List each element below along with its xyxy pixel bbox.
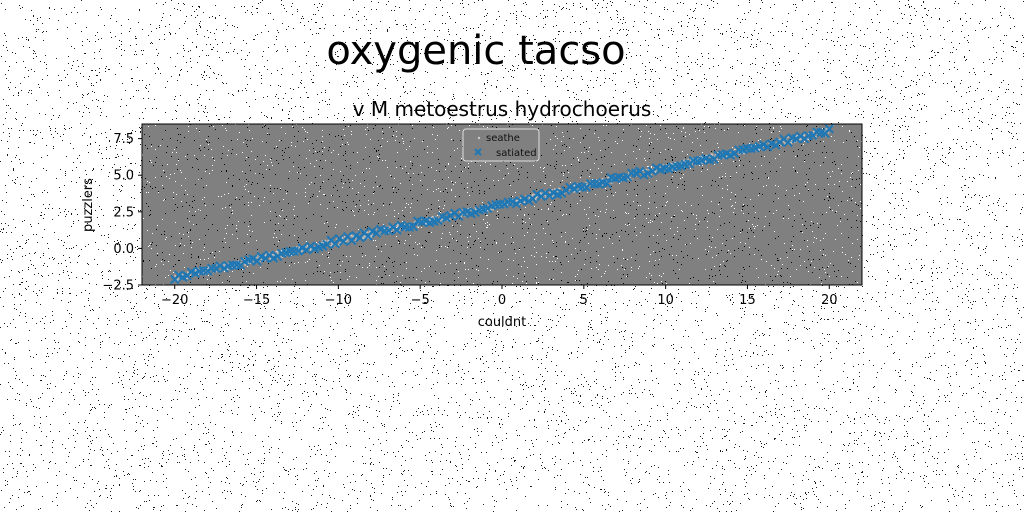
point-seathe xyxy=(799,138,801,141)
point-seathe xyxy=(573,185,576,187)
figure-suptitle: oxygenic tacso xyxy=(326,28,625,74)
plot-area-noise xyxy=(142,124,862,285)
point-seathe xyxy=(691,163,694,165)
point-seathe xyxy=(549,191,551,194)
point-seathe xyxy=(683,159,685,161)
y-tick-label: −2.5 xyxy=(102,279,134,294)
y-tick-label: 5.0 xyxy=(113,169,134,184)
x-tick-label: 10 xyxy=(657,293,674,308)
point-seathe xyxy=(716,158,719,160)
point-satiated xyxy=(408,221,419,232)
point-seathe xyxy=(743,152,745,155)
point-seathe xyxy=(486,210,489,212)
y-tick-label: 2.5 xyxy=(113,205,134,220)
point-satiated xyxy=(824,124,834,134)
point-seathe xyxy=(275,250,278,253)
legend-label-satiated: satiated xyxy=(496,148,537,159)
y-tick-label: 7.5 xyxy=(113,132,134,147)
point-seathe xyxy=(532,193,534,196)
point-seathe xyxy=(215,270,218,273)
y-axis: −2.5 0.0 2.5 5.0 7.5 xyxy=(102,132,142,294)
x-tick-label: 0 xyxy=(498,293,506,308)
point-seathe xyxy=(177,277,179,280)
point-seathe xyxy=(371,234,373,236)
point-seathe xyxy=(734,148,736,151)
point-seathe xyxy=(520,197,522,199)
point-seathe xyxy=(255,257,258,259)
point-seathe xyxy=(711,153,713,155)
x-tick-label: −5 xyxy=(411,293,430,308)
point-satiated xyxy=(602,178,612,189)
legend-box xyxy=(462,128,540,162)
point-seathe xyxy=(784,142,786,144)
point-seathe xyxy=(343,235,346,238)
point-seathe xyxy=(827,132,830,134)
x-axis: −20 −15 −10 −5 0 5 10 15 20 xyxy=(161,285,838,308)
point-seathe xyxy=(301,250,303,253)
point-seathe xyxy=(553,188,556,190)
point-seathe xyxy=(601,177,604,180)
point-seathe xyxy=(515,200,518,202)
legend-marker-satiated xyxy=(474,148,482,156)
x-tick-label: −10 xyxy=(325,293,352,308)
point-seathe xyxy=(449,218,451,220)
point-seathe xyxy=(782,140,785,143)
point-seathe xyxy=(431,215,434,218)
legend: seathe satiated xyxy=(462,128,540,162)
point-seathe xyxy=(790,141,792,143)
chart-title: v M metoestrus hydrochoerus xyxy=(353,97,652,121)
x-axis-label: couldnt xyxy=(478,315,527,330)
x-tick-label: −15 xyxy=(243,293,270,308)
point-seathe xyxy=(687,158,689,161)
point-seathe xyxy=(539,192,542,195)
point-seathe xyxy=(492,209,495,211)
point-seathe xyxy=(519,203,522,205)
point-seathe xyxy=(260,258,263,261)
point-seathe xyxy=(367,231,369,233)
point-seathe xyxy=(396,224,399,226)
x-tick-label: 20 xyxy=(821,293,838,308)
point-seathe xyxy=(654,170,657,173)
point-seathe xyxy=(339,241,341,244)
point-seathe xyxy=(803,134,805,137)
x-tick-label: 5 xyxy=(580,293,588,308)
point-seathe xyxy=(573,191,576,193)
point-seathe xyxy=(350,234,353,237)
point-seathe xyxy=(627,171,629,174)
point-seathe xyxy=(523,201,526,204)
point-seathe xyxy=(778,138,781,141)
point-seathe xyxy=(490,208,493,211)
point-satiated xyxy=(211,263,221,274)
point-seathe xyxy=(276,251,279,254)
series-satiated xyxy=(170,124,834,285)
point-seathe xyxy=(535,198,537,201)
legend-label-seathe: seathe xyxy=(486,133,520,144)
point-seathe xyxy=(306,244,309,247)
point-seathe xyxy=(272,254,274,256)
x-tick-label: 15 xyxy=(739,293,756,308)
point-seathe xyxy=(244,264,247,267)
point-seathe xyxy=(186,271,189,273)
y-axis-label: puzzlers xyxy=(81,178,96,232)
x-tick-label: −20 xyxy=(161,293,188,308)
point-satiated xyxy=(544,190,555,201)
point-seathe xyxy=(189,274,192,277)
point-seathe xyxy=(327,239,329,242)
point-seathe xyxy=(174,275,176,278)
y-tick-label: 0.0 xyxy=(113,242,134,257)
point-seathe xyxy=(440,218,443,221)
legend-marker-seathe xyxy=(477,136,481,140)
